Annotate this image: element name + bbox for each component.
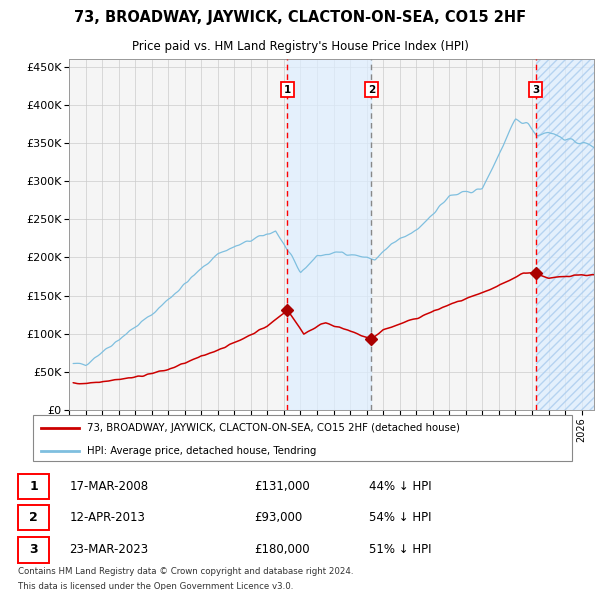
Text: Price paid vs. HM Land Registry's House Price Index (HPI): Price paid vs. HM Land Registry's House …: [131, 40, 469, 53]
Text: 1: 1: [29, 480, 38, 493]
Text: Contains HM Land Registry data © Crown copyright and database right 2024.: Contains HM Land Registry data © Crown c…: [18, 567, 353, 576]
Bar: [536, 59, 594, 410]
Text: 3: 3: [29, 543, 38, 556]
Text: £131,000: £131,000: [254, 480, 310, 493]
Bar: [536, 59, 594, 410]
Text: 17-MAR-2008: 17-MAR-2008: [70, 480, 149, 493]
FancyBboxPatch shape: [33, 415, 572, 461]
FancyBboxPatch shape: [18, 474, 49, 499]
Text: 44% ↓ HPI: 44% ↓ HPI: [369, 480, 432, 493]
Bar: [287, 59, 371, 410]
Text: 2: 2: [368, 84, 375, 94]
Text: £180,000: £180,000: [254, 543, 310, 556]
Text: £93,000: £93,000: [254, 511, 302, 525]
Text: 54% ↓ HPI: 54% ↓ HPI: [369, 511, 431, 525]
Text: 51% ↓ HPI: 51% ↓ HPI: [369, 543, 431, 556]
Text: 73, BROADWAY, JAYWICK, CLACTON-ON-SEA, CO15 2HF (detached house): 73, BROADWAY, JAYWICK, CLACTON-ON-SEA, C…: [88, 423, 460, 433]
Text: 12-APR-2013: 12-APR-2013: [70, 511, 145, 525]
FancyBboxPatch shape: [18, 505, 49, 530]
Text: 1: 1: [284, 84, 291, 94]
FancyBboxPatch shape: [18, 537, 49, 562]
Text: HPI: Average price, detached house, Tendring: HPI: Average price, detached house, Tend…: [88, 445, 317, 455]
Text: This data is licensed under the Open Government Licence v3.0.: This data is licensed under the Open Gov…: [18, 582, 293, 590]
Text: 73, BROADWAY, JAYWICK, CLACTON-ON-SEA, CO15 2HF: 73, BROADWAY, JAYWICK, CLACTON-ON-SEA, C…: [74, 10, 526, 25]
Text: 2: 2: [29, 511, 38, 525]
Text: 3: 3: [532, 84, 539, 94]
Text: 23-MAR-2023: 23-MAR-2023: [70, 543, 149, 556]
